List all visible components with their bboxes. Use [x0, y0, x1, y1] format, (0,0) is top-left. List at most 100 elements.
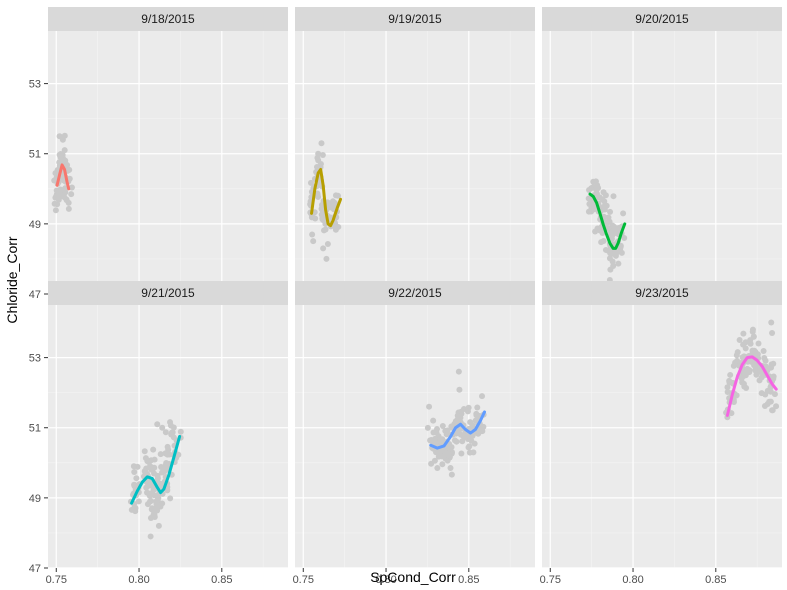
- smooth-fit-line: [725, 355, 778, 417]
- data-point: [318, 140, 325, 147]
- data-point: [68, 191, 75, 198]
- data-point: [621, 235, 628, 242]
- data-point: [466, 443, 473, 450]
- data-point: [586, 186, 593, 193]
- facet-panel: 9/22/2015: [295, 281, 535, 569]
- data-point: [728, 410, 735, 417]
- data-point: [57, 151, 64, 157]
- y-tick-label: 53: [29, 353, 41, 365]
- data-point: [758, 390, 765, 397]
- data-point: [767, 398, 774, 405]
- data-point: [601, 206, 608, 213]
- data-point: [769, 330, 776, 337]
- data-point: [314, 163, 320, 170]
- data-point: [724, 384, 731, 391]
- x-tick-label: 0.80: [375, 574, 396, 586]
- data-point: [770, 360, 777, 367]
- data-point: [460, 432, 467, 439]
- facet-strip: [542, 281, 782, 305]
- data-point: [131, 469, 138, 476]
- facet-panel: 9/18/2015: [48, 7, 288, 295]
- data-point: [454, 412, 461, 419]
- facet-panels: 9/18/2015 9/19/2015 9/20/2015 9/21/2015 9/22…: [48, 7, 782, 569]
- y-tick-label: 53: [29, 79, 41, 91]
- data-point: [438, 438, 445, 445]
- x-tick-label: 0.85: [211, 574, 232, 586]
- x-axis-title: SpCond_Corr: [370, 569, 456, 585]
- x-tick-label: 0.80: [622, 574, 643, 586]
- smooth-fit-line: [55, 163, 71, 191]
- data-point: [168, 429, 175, 436]
- data-point: [144, 458, 151, 465]
- data-point: [600, 189, 607, 196]
- x-tick-label: 0.75: [293, 574, 314, 586]
- data-point: [150, 511, 157, 518]
- data-point: [768, 319, 775, 326]
- x-tick-label: 0.85: [705, 574, 726, 586]
- data-point: [590, 178, 597, 185]
- data-point: [746, 369, 753, 376]
- data-point: [329, 201, 336, 208]
- data-point: [588, 208, 595, 215]
- x-tick-label: 0.75: [46, 574, 67, 586]
- data-point: [593, 186, 600, 193]
- data-point: [760, 348, 767, 355]
- data-point: [604, 219, 611, 226]
- x-tick-label: 0.80: [128, 574, 149, 586]
- y-tick-label: 51: [29, 149, 41, 161]
- panel-background: [48, 31, 288, 294]
- facet-strip: [295, 7, 535, 31]
- data-point: [769, 407, 776, 414]
- data-point: [177, 428, 184, 435]
- data-point: [599, 196, 606, 203]
- x-tick-label: 0.75: [540, 574, 561, 586]
- y-tick-label: 47: [29, 563, 41, 575]
- y-tick-label: 47: [29, 289, 41, 301]
- data-point: [479, 393, 486, 400]
- data-point: [439, 461, 446, 468]
- data-point: [154, 475, 161, 482]
- point-group: [127, 419, 184, 540]
- facet-strip: [48, 281, 288, 305]
- data-point: [165, 446, 172, 453]
- data-point: [446, 445, 453, 452]
- facet-strip-label: 9/21/2015: [141, 286, 195, 300]
- y-tick-label: 49: [29, 219, 41, 231]
- data-point: [170, 424, 177, 431]
- data-point: [150, 446, 157, 453]
- data-point: [153, 498, 160, 505]
- data-point: [732, 359, 739, 366]
- panel-background: [542, 305, 782, 568]
- data-point: [447, 464, 454, 471]
- data-point: [147, 533, 154, 540]
- facet-strip-label: 9/22/2015: [388, 286, 442, 300]
- data-point: [68, 184, 75, 191]
- data-point: [131, 481, 138, 488]
- data-point: [599, 230, 606, 237]
- data-point: [61, 147, 68, 154]
- data-point: [588, 200, 595, 207]
- data-point: [750, 333, 757, 340]
- data-point: [158, 463, 165, 470]
- data-point: [155, 522, 162, 529]
- data-point: [468, 423, 475, 430]
- data-point: [464, 408, 471, 415]
- data-point: [444, 427, 451, 434]
- data-point: [610, 193, 617, 200]
- data-point: [58, 192, 65, 199]
- facet-strip-label: 9/20/2015: [635, 12, 689, 26]
- data-point: [736, 336, 743, 343]
- data-point: [455, 368, 462, 375]
- facet-strip-label: 9/18/2015: [141, 12, 195, 26]
- data-point: [162, 429, 169, 436]
- panel-background: [542, 31, 782, 294]
- data-point: [470, 449, 477, 456]
- panel-background: [295, 31, 535, 294]
- data-point: [740, 341, 747, 348]
- data-point: [740, 330, 747, 337]
- data-point: [159, 469, 166, 476]
- data-point: [309, 231, 316, 238]
- data-point: [331, 223, 338, 230]
- data-point: [614, 225, 621, 232]
